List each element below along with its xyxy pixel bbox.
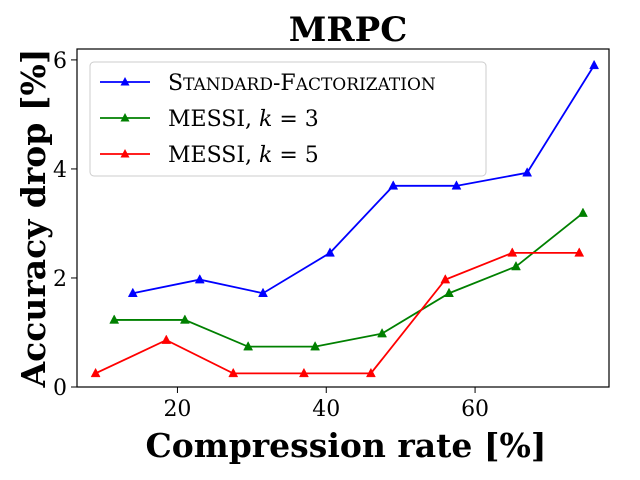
series-2 xyxy=(109,207,588,351)
data-point xyxy=(388,180,399,190)
data-point xyxy=(589,59,600,70)
data-point xyxy=(451,180,462,190)
data-point xyxy=(377,328,387,338)
data-point xyxy=(299,367,309,378)
data-point xyxy=(243,341,254,351)
chart-title: MRPC xyxy=(289,10,408,50)
legend-marker xyxy=(120,113,130,122)
data-point xyxy=(578,207,588,217)
legend-marker xyxy=(120,77,130,86)
data-point xyxy=(161,334,172,344)
legend-label: MESSI, k = 5 xyxy=(168,143,319,168)
data-point xyxy=(228,367,239,378)
data-point xyxy=(258,287,268,297)
legend-box xyxy=(89,61,487,177)
y-tick-label: 4 xyxy=(53,158,67,183)
plot-area xyxy=(90,59,600,378)
x-tick-label: 40 xyxy=(312,397,340,422)
x-axis-label: Compression rate [%] xyxy=(146,426,547,465)
data-point xyxy=(194,274,205,284)
data-point xyxy=(90,367,101,378)
series-3 xyxy=(90,247,585,378)
legend-item: MESSI, k = 5 xyxy=(100,143,319,168)
series-line xyxy=(132,64,595,295)
data-point xyxy=(511,260,521,271)
data-point xyxy=(310,341,321,351)
series-1 xyxy=(127,59,600,297)
data-point xyxy=(522,167,533,177)
data-point xyxy=(365,367,376,378)
y-axis-label: Accuracy drop [%] xyxy=(14,49,53,389)
legend-label: MESSI, k = 3 xyxy=(168,107,319,132)
data-point xyxy=(507,247,518,257)
axis-ticks: 20 40 60 0 2 4 6 xyxy=(53,49,489,422)
y-tick-label: 0 xyxy=(53,376,67,401)
legend-item: STANDARD-FACTORIZATION xyxy=(100,71,436,96)
plot-frame xyxy=(76,48,610,388)
data-point xyxy=(127,287,138,297)
data-point xyxy=(179,314,190,324)
data-point xyxy=(109,314,120,324)
data-point xyxy=(574,247,585,257)
data-point xyxy=(440,274,451,284)
legend-marker xyxy=(120,149,130,158)
legend-item: MESSI, k = 3 xyxy=(100,107,319,132)
legend-label: STANDARD-FACTORIZATION xyxy=(168,71,436,96)
data-point xyxy=(444,287,454,297)
y-tick-label: 2 xyxy=(53,267,67,292)
series-line xyxy=(114,212,584,348)
data-point xyxy=(325,247,335,257)
x-tick-label: 60 xyxy=(461,397,489,422)
x-tick-label: 20 xyxy=(163,397,191,422)
y-tick-label: 6 xyxy=(53,49,67,74)
series-line xyxy=(95,251,580,375)
legend: STANDARD-FACTORIZATION MESSI, k = 3 MESSI,… xyxy=(89,61,487,177)
